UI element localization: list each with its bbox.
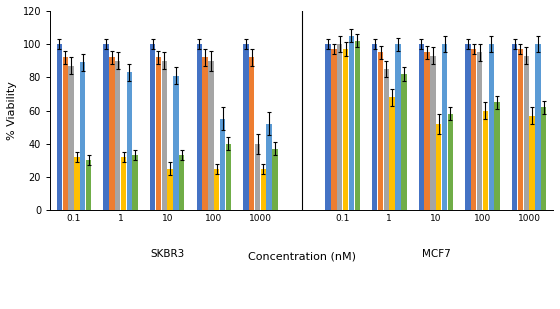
Bar bbox=[68, 66, 74, 210]
Bar bbox=[483, 111, 488, 210]
Bar bbox=[524, 56, 529, 210]
Bar bbox=[220, 119, 225, 210]
Bar bbox=[384, 69, 389, 210]
Bar bbox=[267, 124, 272, 210]
Bar bbox=[529, 116, 535, 210]
Bar bbox=[372, 44, 377, 210]
Bar bbox=[226, 144, 231, 210]
Bar bbox=[419, 44, 424, 210]
Bar bbox=[442, 44, 447, 210]
Bar bbox=[260, 169, 266, 210]
Text: SKBR3: SKBR3 bbox=[150, 249, 184, 259]
Bar bbox=[156, 57, 161, 210]
Bar bbox=[494, 102, 500, 210]
Bar bbox=[436, 124, 441, 210]
Bar bbox=[337, 44, 342, 210]
X-axis label: Concentration (nM): Concentration (nM) bbox=[248, 251, 356, 261]
Bar bbox=[255, 144, 260, 210]
Bar bbox=[354, 41, 360, 210]
Bar bbox=[74, 157, 80, 210]
Bar bbox=[471, 49, 477, 210]
Bar bbox=[208, 61, 213, 210]
Bar bbox=[109, 57, 115, 210]
Bar bbox=[535, 44, 540, 210]
Bar bbox=[390, 97, 395, 210]
Bar bbox=[477, 53, 482, 210]
Bar bbox=[488, 44, 494, 210]
Bar bbox=[378, 53, 383, 210]
Bar bbox=[395, 44, 401, 210]
Bar bbox=[541, 107, 547, 210]
Bar bbox=[401, 74, 407, 210]
Bar bbox=[150, 44, 155, 210]
Y-axis label: % Viability: % Viability bbox=[7, 81, 17, 140]
Bar bbox=[517, 49, 523, 210]
Bar bbox=[448, 114, 453, 210]
Bar bbox=[512, 44, 517, 210]
Bar bbox=[331, 49, 337, 210]
Bar bbox=[202, 57, 208, 210]
Bar bbox=[127, 72, 132, 210]
Bar bbox=[121, 157, 126, 210]
Bar bbox=[57, 44, 62, 210]
Bar bbox=[63, 57, 68, 210]
Text: MCF7: MCF7 bbox=[422, 249, 450, 259]
Bar bbox=[167, 169, 173, 210]
Bar bbox=[173, 76, 179, 210]
Bar bbox=[197, 44, 202, 210]
Bar bbox=[272, 149, 278, 210]
Bar bbox=[349, 36, 354, 210]
Bar bbox=[243, 44, 249, 210]
Bar bbox=[133, 155, 138, 210]
Bar bbox=[104, 44, 109, 210]
Bar bbox=[80, 62, 86, 210]
Bar bbox=[465, 44, 470, 210]
Bar bbox=[86, 160, 91, 210]
Bar bbox=[115, 61, 120, 210]
Bar bbox=[424, 53, 430, 210]
Bar bbox=[179, 155, 184, 210]
Bar bbox=[214, 169, 220, 210]
Bar bbox=[325, 44, 331, 210]
Bar bbox=[162, 61, 167, 210]
Bar bbox=[430, 56, 436, 210]
Bar bbox=[249, 57, 254, 210]
Bar bbox=[343, 49, 348, 210]
